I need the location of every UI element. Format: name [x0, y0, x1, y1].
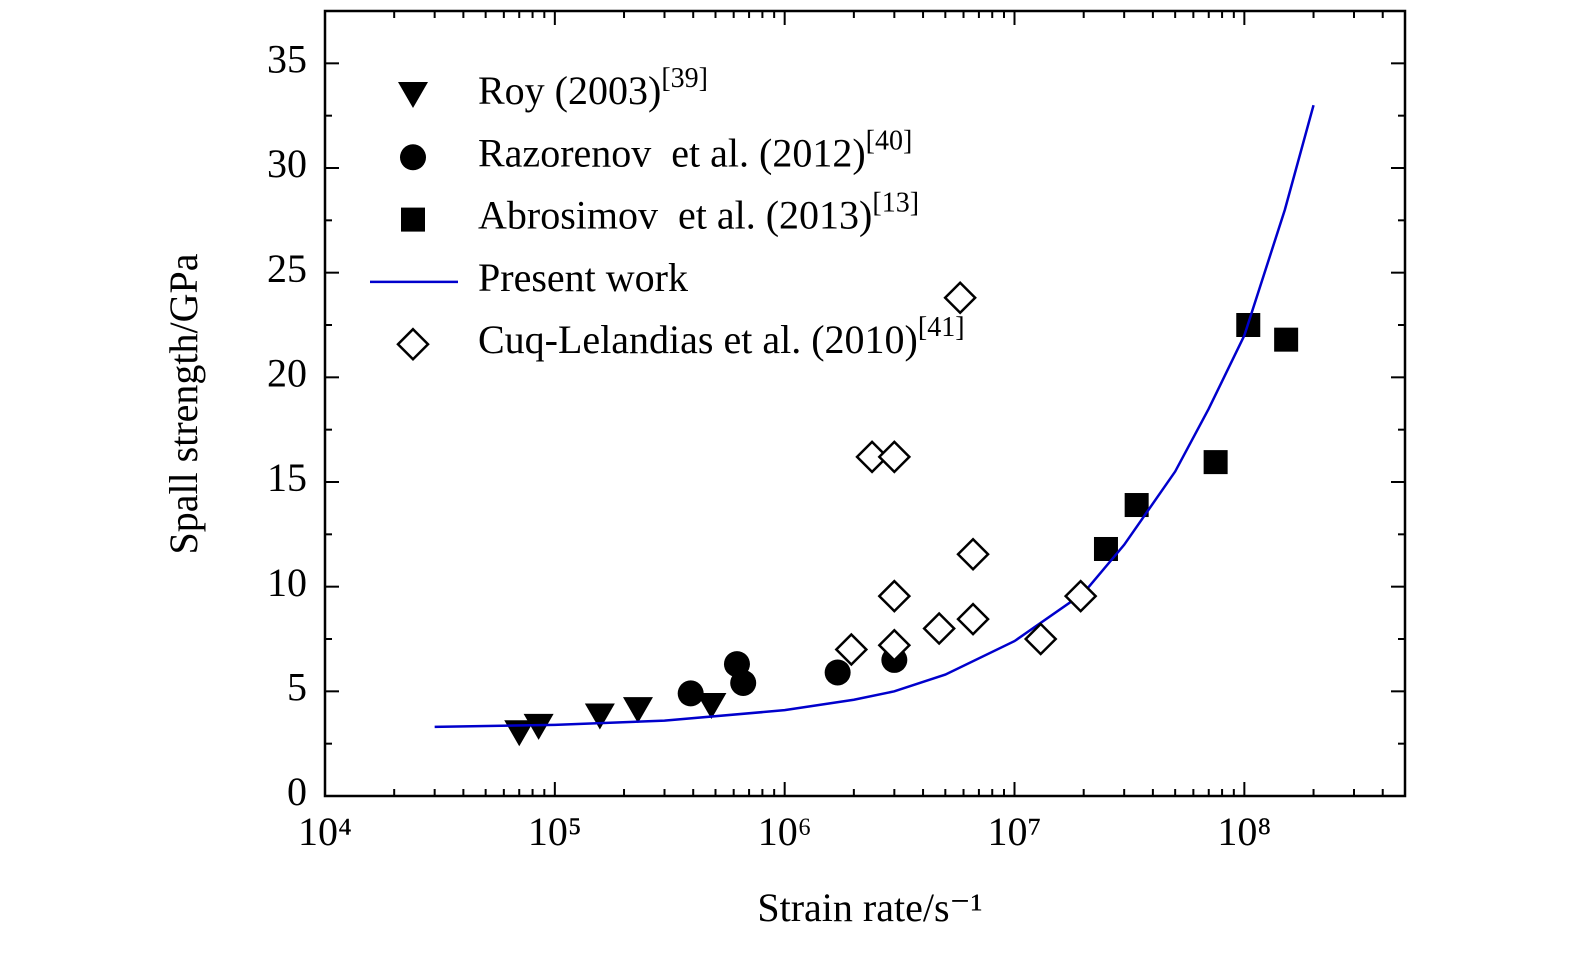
y-tick-label: 20 — [267, 351, 307, 396]
legend-label: Present work — [478, 255, 688, 300]
square-marker — [1203, 450, 1228, 475]
legend-label: Roy (2003)[39] — [478, 63, 708, 113]
diamond-marker — [855, 440, 889, 474]
y-tick-label: 25 — [267, 246, 307, 291]
diamond-marker — [956, 537, 990, 571]
square-marker — [1274, 327, 1299, 352]
triangle-marker — [584, 703, 615, 730]
legend-reference: [41] — [918, 313, 965, 344]
triangle-marker — [622, 697, 653, 724]
x-tick-label: 10⁴ — [298, 809, 352, 854]
diamond-marker — [877, 579, 912, 613]
diamond-marker — [1023, 622, 1058, 656]
fit-line — [434, 104, 1315, 729]
legend-reference: [13] — [872, 188, 919, 219]
square-marker — [401, 207, 425, 232]
y-tick-label: 5 — [287, 665, 307, 710]
y-tick-label: 0 — [287, 769, 307, 814]
diamond-marker — [834, 632, 869, 667]
circle-marker — [730, 669, 757, 696]
x-tick-label: 10⁶ — [758, 809, 812, 854]
diamond-marker — [1063, 579, 1098, 613]
plot-frame — [323, 9, 1407, 798]
square-marker — [1124, 493, 1149, 518]
legend-label: Razorenov et al. (2012)[40] — [478, 126, 912, 176]
legend-name: Roy (2003) — [478, 68, 661, 113]
diamond-marker — [943, 281, 977, 315]
x-axis-label: Strain rate/s⁻¹ — [757, 885, 982, 930]
legend-reference: [40] — [866, 126, 913, 157]
y-tick-label: 15 — [267, 455, 307, 500]
legend-label: Cuq-Lelandias et al. (2010)[41] — [478, 313, 965, 363]
triangle-marker — [523, 713, 554, 740]
circle-marker — [824, 659, 851, 686]
diamond-marker — [956, 602, 990, 636]
y-tick-label: 30 — [267, 141, 307, 186]
legend-name: Razorenov et al. (2012) — [478, 130, 866, 175]
diamond-marker — [396, 327, 430, 361]
diamond-marker — [922, 611, 956, 646]
x-tick-label: 10⁷ — [988, 809, 1042, 854]
diamond-marker — [877, 628, 912, 663]
circle-marker — [677, 680, 704, 707]
y-axis-label: Spall strength/GPa — [161, 253, 206, 554]
legend-name: Cuq-Lelandias et al. (2010) — [478, 317, 918, 362]
y-tick-label: 35 — [267, 37, 307, 82]
triangle-marker — [398, 82, 428, 108]
legend-reference: [39] — [661, 63, 708, 94]
circle-marker — [400, 144, 426, 171]
triangle-marker — [696, 692, 727, 719]
diamond-marker — [877, 440, 912, 474]
x-tick-label: 10⁸ — [1217, 809, 1271, 854]
legend-label: Abrosimov et al. (2013)[13] — [478, 188, 919, 238]
legend-name: Present work — [478, 255, 688, 300]
x-tick-label: 10⁵ — [528, 809, 582, 854]
legend-name: Abrosimov et al. (2013) — [478, 193, 872, 238]
y-tick-label: 10 — [267, 560, 307, 605]
